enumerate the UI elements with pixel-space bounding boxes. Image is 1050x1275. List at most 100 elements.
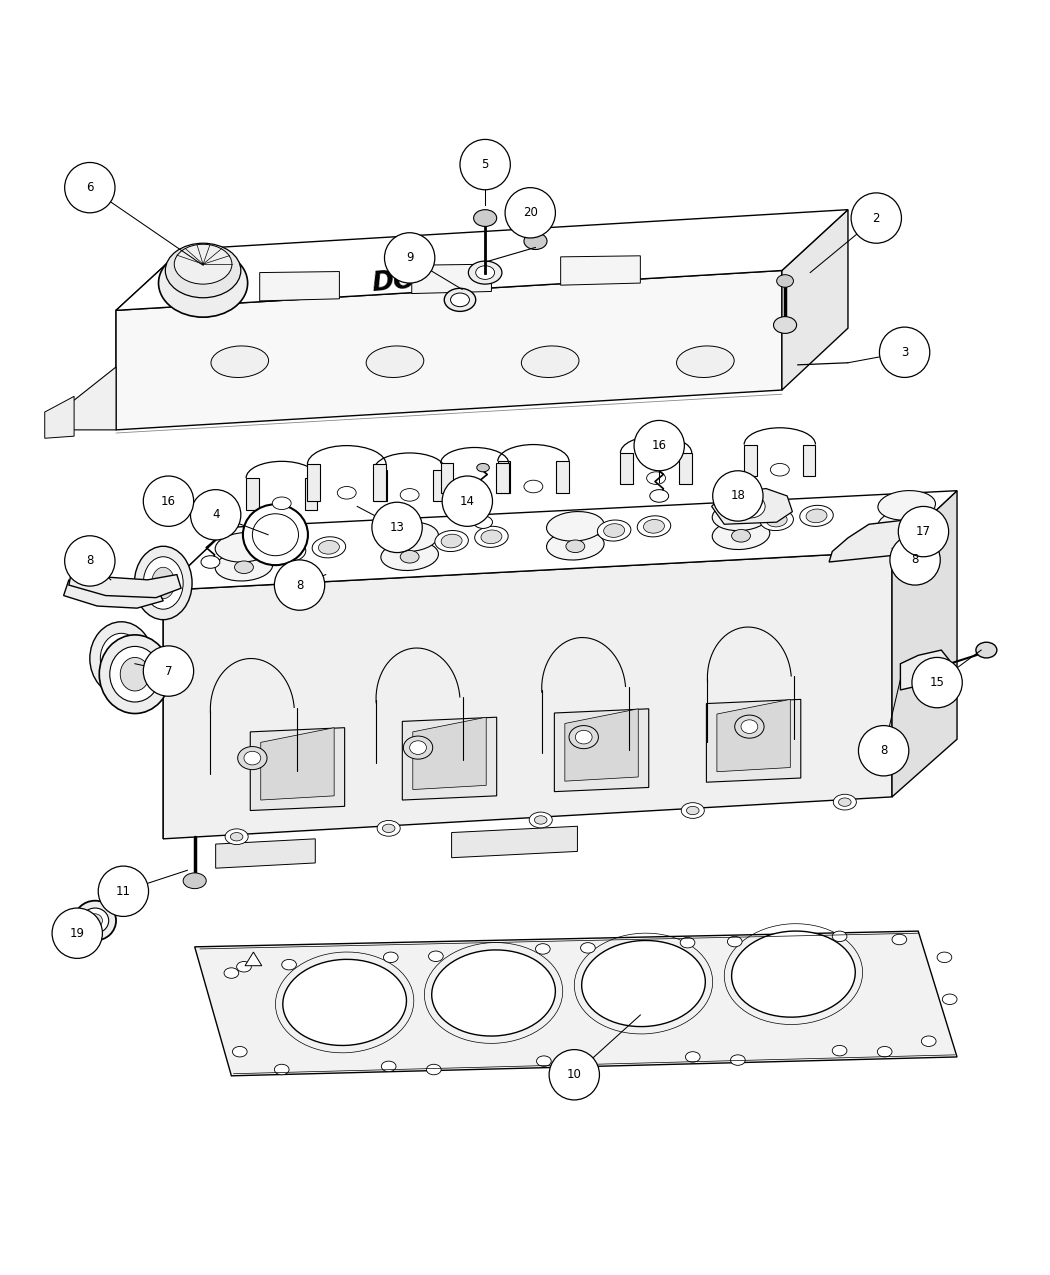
Ellipse shape <box>237 747 267 770</box>
Ellipse shape <box>318 541 339 555</box>
Ellipse shape <box>777 274 794 287</box>
Polygon shape <box>259 272 339 301</box>
Ellipse shape <box>234 561 253 574</box>
Text: 6: 6 <box>86 181 93 194</box>
Ellipse shape <box>381 521 439 552</box>
Ellipse shape <box>732 931 856 1017</box>
Text: 4: 4 <box>212 509 219 521</box>
Ellipse shape <box>653 434 666 442</box>
Polygon shape <box>117 209 848 310</box>
Ellipse shape <box>100 635 170 714</box>
Polygon shape <box>413 718 486 789</box>
Ellipse shape <box>211 346 269 377</box>
Polygon shape <box>194 931 957 1076</box>
Ellipse shape <box>569 725 598 748</box>
Polygon shape <box>308 464 320 501</box>
Ellipse shape <box>337 487 356 499</box>
Polygon shape <box>830 520 919 562</box>
Polygon shape <box>66 367 117 430</box>
Polygon shape <box>782 209 848 390</box>
Ellipse shape <box>444 288 476 311</box>
Circle shape <box>880 328 929 377</box>
Ellipse shape <box>159 249 248 317</box>
Ellipse shape <box>712 520 770 550</box>
Ellipse shape <box>892 935 907 945</box>
Ellipse shape <box>712 501 770 530</box>
Text: 2: 2 <box>873 212 880 224</box>
Polygon shape <box>69 570 181 598</box>
Ellipse shape <box>410 741 426 755</box>
Polygon shape <box>561 256 640 286</box>
Ellipse shape <box>165 244 240 298</box>
Ellipse shape <box>604 524 625 537</box>
Text: 8: 8 <box>296 579 303 592</box>
Text: 9: 9 <box>406 251 414 264</box>
Ellipse shape <box>728 936 742 947</box>
Ellipse shape <box>274 1065 289 1075</box>
Circle shape <box>143 646 193 696</box>
Circle shape <box>65 162 116 213</box>
Text: 19: 19 <box>69 927 85 940</box>
Polygon shape <box>803 445 816 476</box>
Ellipse shape <box>170 270 235 317</box>
Ellipse shape <box>741 720 758 733</box>
Ellipse shape <box>536 944 550 954</box>
Ellipse shape <box>522 346 579 377</box>
Ellipse shape <box>225 829 248 844</box>
Ellipse shape <box>134 546 192 620</box>
Ellipse shape <box>278 544 299 558</box>
Polygon shape <box>441 463 454 493</box>
Ellipse shape <box>432 950 555 1037</box>
Ellipse shape <box>650 490 669 502</box>
Polygon shape <box>402 718 497 799</box>
Ellipse shape <box>366 346 424 377</box>
Ellipse shape <box>937 952 951 963</box>
Polygon shape <box>679 453 692 484</box>
Ellipse shape <box>524 481 543 493</box>
Ellipse shape <box>441 534 462 548</box>
Ellipse shape <box>898 519 917 532</box>
Ellipse shape <box>174 245 232 284</box>
Ellipse shape <box>244 751 260 765</box>
Ellipse shape <box>476 265 495 279</box>
Ellipse shape <box>806 509 827 523</box>
Polygon shape <box>163 552 892 839</box>
Ellipse shape <box>687 806 699 815</box>
Ellipse shape <box>736 495 765 518</box>
Polygon shape <box>64 580 163 608</box>
Ellipse shape <box>732 529 751 542</box>
Polygon shape <box>412 264 491 293</box>
Polygon shape <box>744 445 757 476</box>
Ellipse shape <box>922 1037 936 1047</box>
Circle shape <box>99 866 148 917</box>
Polygon shape <box>554 709 649 792</box>
Ellipse shape <box>942 994 957 1005</box>
Ellipse shape <box>88 914 103 927</box>
Ellipse shape <box>381 1061 396 1071</box>
Polygon shape <box>433 469 445 501</box>
Polygon shape <box>117 250 182 430</box>
Ellipse shape <box>465 481 484 493</box>
Ellipse shape <box>647 472 666 484</box>
Ellipse shape <box>215 551 273 581</box>
Ellipse shape <box>151 567 174 599</box>
Ellipse shape <box>760 510 794 530</box>
Ellipse shape <box>680 937 695 947</box>
Ellipse shape <box>534 816 547 824</box>
Circle shape <box>65 536 116 586</box>
Ellipse shape <box>75 900 117 941</box>
Circle shape <box>52 908 103 959</box>
Ellipse shape <box>833 1046 847 1056</box>
Ellipse shape <box>475 527 508 547</box>
Ellipse shape <box>566 541 585 552</box>
Ellipse shape <box>243 505 308 565</box>
Ellipse shape <box>183 873 206 889</box>
Ellipse shape <box>272 497 291 510</box>
Polygon shape <box>901 650 949 690</box>
Ellipse shape <box>82 908 109 933</box>
Ellipse shape <box>833 931 847 942</box>
Circle shape <box>549 1049 600 1100</box>
Ellipse shape <box>597 520 631 541</box>
Polygon shape <box>892 491 957 797</box>
Ellipse shape <box>474 209 497 227</box>
